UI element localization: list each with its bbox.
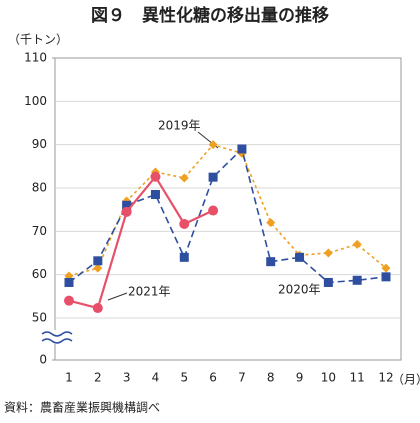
point (121, 206, 132, 217)
point (381, 263, 391, 273)
y-tick-label: 100 (24, 94, 47, 108)
point (381, 272, 391, 282)
point (208, 205, 219, 216)
x-tick-label: 8 (267, 371, 275, 385)
x-tick-label: 4 (152, 371, 160, 385)
point (266, 218, 276, 228)
y-tick-label: 110 (24, 51, 47, 65)
point (352, 239, 362, 249)
point (64, 295, 74, 306)
x-tick-label: 5 (180, 371, 188, 385)
leader-2021 (107, 292, 128, 301)
point (208, 172, 218, 182)
point (122, 200, 132, 210)
point (179, 173, 189, 183)
y-unit: （千トン） (8, 33, 68, 47)
point (150, 190, 160, 199)
y-tick-label: 50 (32, 311, 47, 325)
y-tick-label: 80 (32, 181, 47, 195)
x-tick-label: 9 (296, 371, 304, 385)
x-tick-label: 1 (65, 371, 73, 385)
point (295, 252, 305, 262)
series (64, 144, 391, 287)
point (179, 252, 189, 262)
series-label: 2019年 (158, 119, 201, 133)
y-tick-label: 60 (32, 267, 47, 281)
series-label: 2020年 (278, 283, 321, 297)
series-label: 2021年 (128, 285, 171, 299)
point (266, 257, 276, 267)
point (64, 277, 74, 287)
x-tick-label: 11 (350, 371, 365, 385)
point (237, 144, 247, 154)
point (92, 303, 103, 314)
plot-frame (54, 57, 402, 361)
point (323, 248, 333, 258)
x-unit: （月） (392, 373, 420, 387)
series (64, 171, 219, 314)
point (93, 263, 103, 273)
x-tick-label: 3 (123, 371, 131, 385)
point (150, 171, 161, 182)
source: 資料：農畜産業振興機構調べ (4, 400, 160, 415)
x-tick-label: 2 (94, 371, 102, 385)
point (323, 277, 333, 287)
x-tick-label: 10 (321, 371, 336, 385)
point (93, 256, 103, 266)
point (208, 140, 218, 150)
x-tick-label: 12 (378, 371, 393, 385)
x-tick-label: 6 (209, 371, 217, 385)
point (352, 275, 362, 285)
y-tick-label: 90 (32, 137, 47, 151)
series-line (68, 143, 387, 277)
series-line (68, 147, 387, 284)
x-tick-label: 7 (238, 371, 246, 385)
chart-title: 図９ 異性化糖の移出量の推移 (91, 5, 329, 26)
point (179, 218, 190, 229)
axis-break (41, 330, 73, 344)
y-tick-label: 0 (39, 353, 47, 367)
y-tick-label: 70 (32, 224, 47, 238)
